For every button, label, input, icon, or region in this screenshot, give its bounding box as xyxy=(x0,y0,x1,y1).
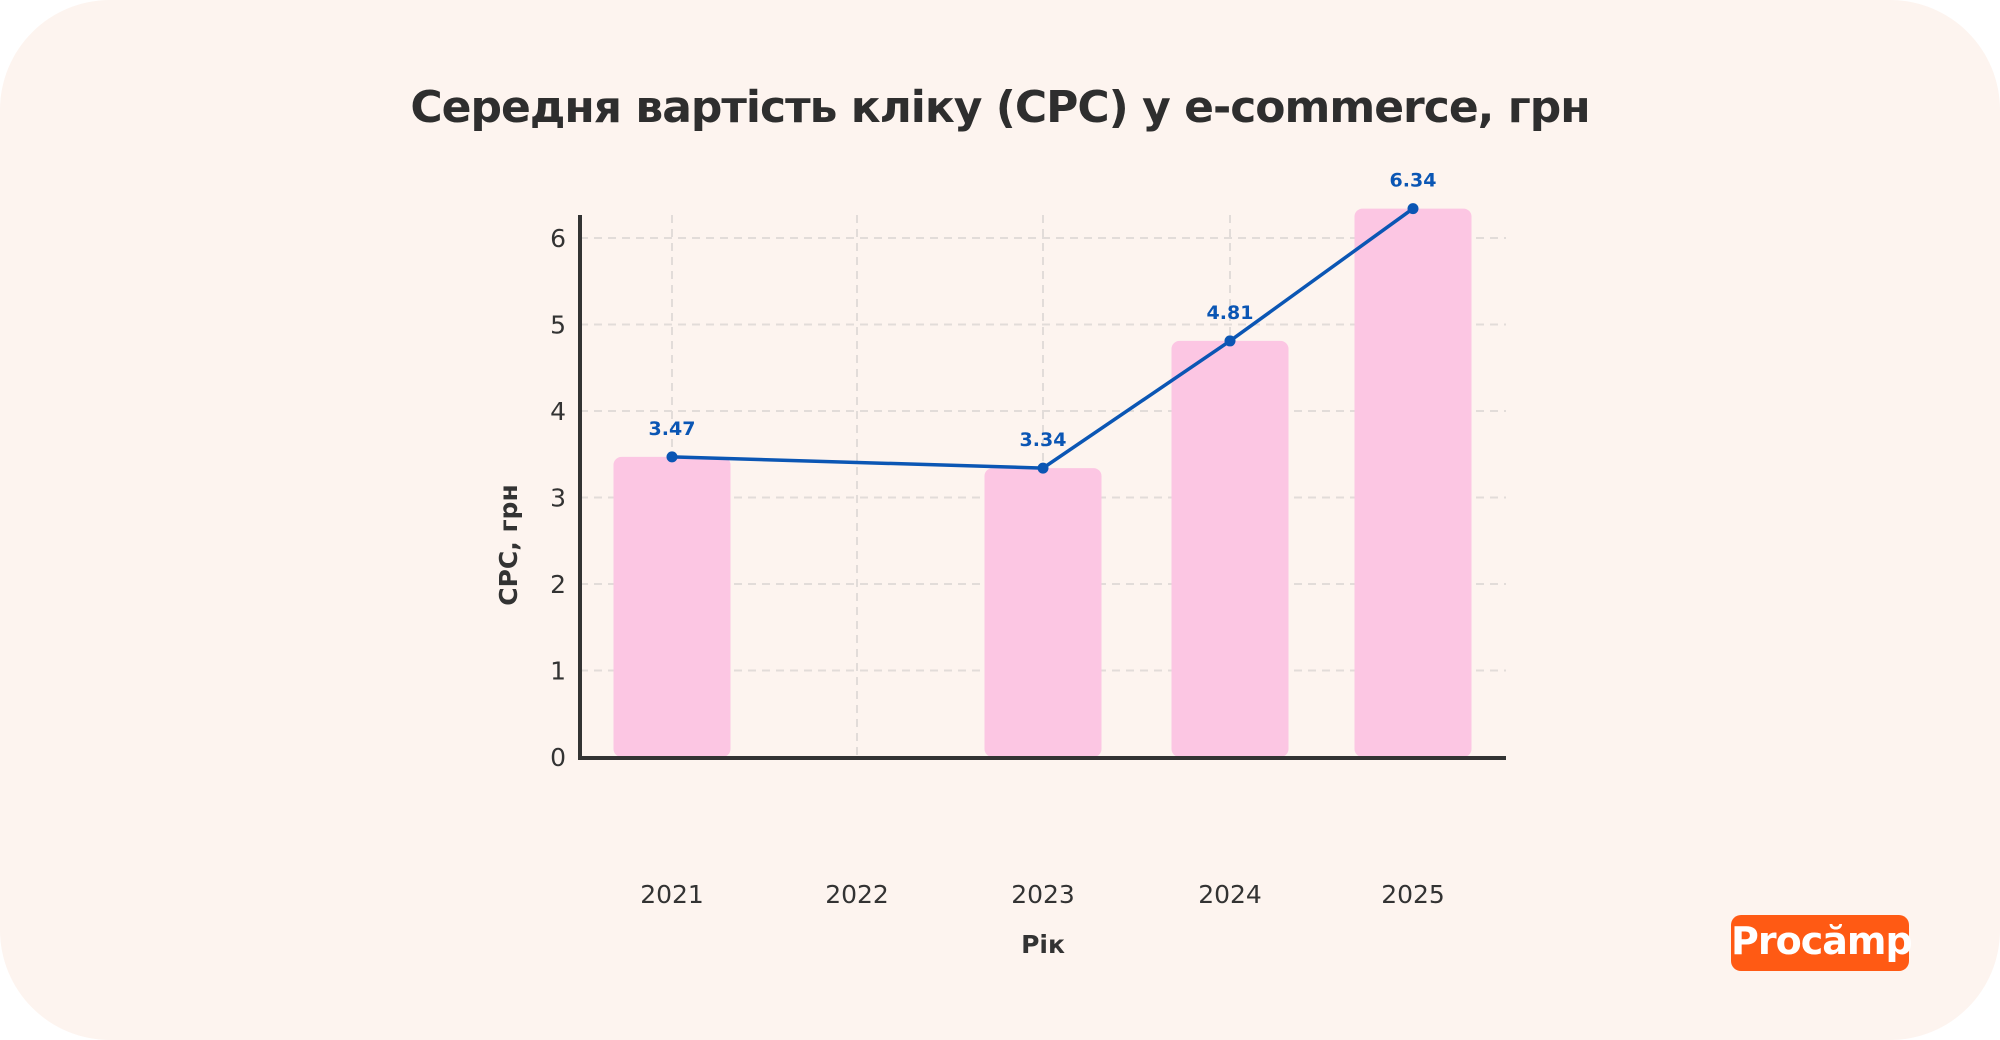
x-tick-label: 2022 xyxy=(825,880,889,909)
bar-2023 xyxy=(984,468,1102,757)
point-2024 xyxy=(1224,335,1236,347)
y-tick-label: 3 xyxy=(550,484,566,513)
point-2021 xyxy=(666,451,678,463)
y-tick-label: 6 xyxy=(550,224,566,253)
y-tick-label: 2 xyxy=(550,570,566,599)
y-tick-label: 1 xyxy=(550,657,566,686)
x-tick-label: 2025 xyxy=(1381,880,1445,909)
data-label: 3.47 xyxy=(649,418,696,440)
y-tick-label: 4 xyxy=(550,397,566,426)
cpc-line xyxy=(671,207,1415,470)
data-label: 6.34 xyxy=(1390,170,1437,192)
bar-2024 xyxy=(1171,340,1289,757)
point-2025 xyxy=(1407,203,1419,215)
y-tick-label: 0 xyxy=(550,743,566,772)
data-label: 3.34 xyxy=(1020,429,1067,451)
data-label: 4.81 xyxy=(1207,302,1254,324)
x-axis-label: Рік xyxy=(1021,930,1065,959)
bar-2025 xyxy=(1354,208,1472,758)
x-tick-label: 2021 xyxy=(640,880,704,909)
y-axis-label: CPC, грн xyxy=(494,484,523,605)
procamp-logo: Procămp xyxy=(1731,915,1913,971)
x-tick-label: 2024 xyxy=(1198,880,1262,909)
y-tick-label: 5 xyxy=(550,311,566,340)
x-tick-label: 2023 xyxy=(1011,880,1075,909)
point-2023 xyxy=(1037,462,1049,474)
bar-2021 xyxy=(613,456,731,757)
chart-title: Середня вартість кліку (CPC) у e-commerc… xyxy=(410,82,1590,133)
